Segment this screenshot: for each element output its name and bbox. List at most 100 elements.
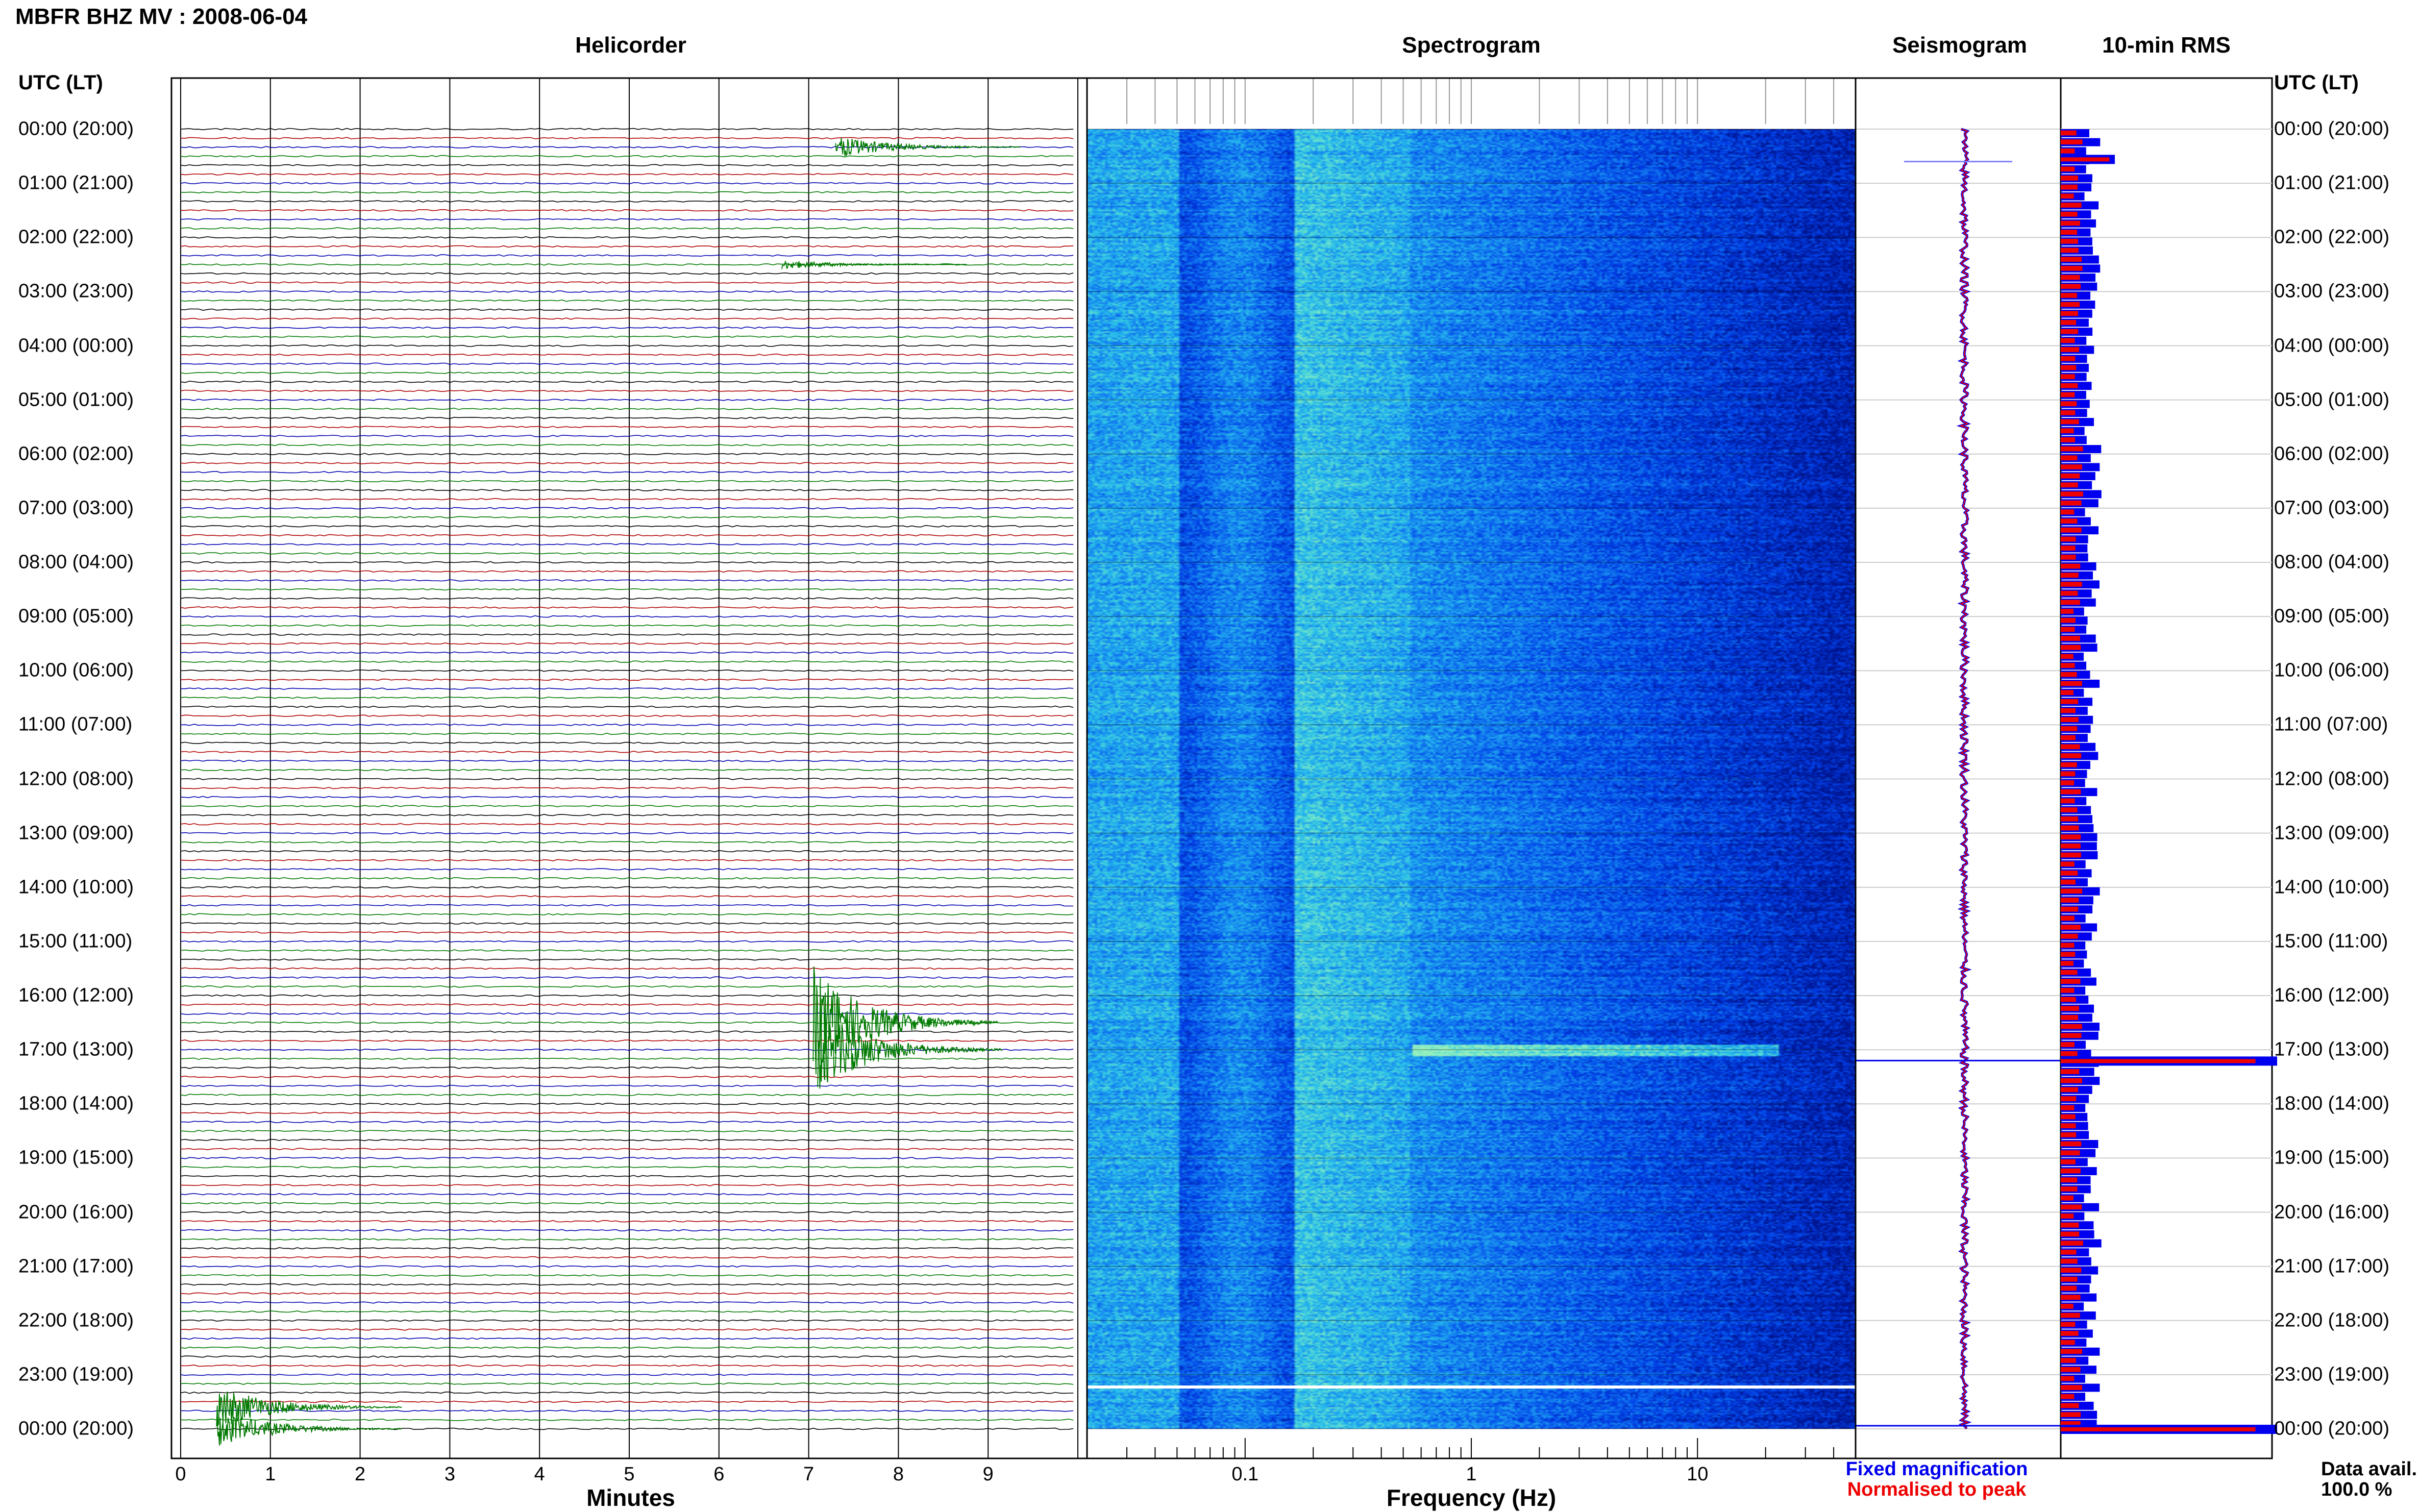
helicorder-trace-row — [180, 362, 1074, 365]
helicorder-trace-row — [180, 155, 1074, 158]
utc-label-left: UTC (LT) — [18, 71, 103, 94]
helicorder-trace-row — [180, 678, 1074, 681]
helicorder-trace-row — [180, 949, 1074, 952]
helicorder-trace-row — [180, 1283, 1074, 1286]
rms-bar-normalised — [2061, 1123, 2076, 1129]
helicorder-trace-row — [180, 290, 1074, 293]
helicorder-trace-row — [180, 1274, 1074, 1277]
rms-bar-normalised — [2061, 663, 2075, 668]
helicorder-trace-row — [180, 1057, 1074, 1060]
rms-bar-normalised — [2061, 527, 2082, 533]
helicorder-trace-row — [180, 516, 1074, 518]
helicorder-trace-row — [180, 994, 1074, 997]
rms-bar-normalised — [2061, 1096, 2077, 1101]
time-label-right: 20:00 (16:00) — [2274, 1201, 2390, 1223]
rms-bar-normalised — [2061, 1105, 2075, 1110]
helicorder-trace-row — [180, 317, 1074, 320]
helicorder-trace-row — [180, 705, 1074, 708]
helicorder-trace-row — [180, 570, 1074, 573]
helicorder-trace-row — [180, 1265, 1074, 1268]
helicorder-trace-row — [180, 443, 1074, 447]
helicorder-trace-row — [180, 380, 1074, 383]
time-label-left: 08:00 (04:00) — [18, 551, 134, 573]
helicorder-trace-row — [180, 967, 1074, 970]
helicorder-trace-row — [180, 426, 1074, 429]
rms-bar-normalised — [2061, 888, 2083, 894]
helicorder-trace-row — [180, 389, 1074, 392]
minutes-tick-label: 1 — [265, 1464, 276, 1485]
time-label-right: 12:00 (08:00) — [2274, 768, 2390, 789]
rms-bar-normalised — [2061, 861, 2075, 867]
rms-bar-normalised — [2061, 943, 2075, 948]
rms-bar-normalised — [2061, 672, 2077, 677]
rms-bar-normalised — [2061, 952, 2076, 957]
rms-bar-normalised — [2061, 600, 2080, 605]
rms-bar-normalised — [2061, 1349, 2082, 1354]
rms-bar-normalised — [2061, 383, 2078, 388]
helicorder-trace-row — [180, 696, 1074, 699]
rms-bar-normalised — [2061, 203, 2082, 208]
rms-bar-normalised — [2061, 1403, 2079, 1408]
helicorder-trace-row — [180, 786, 1074, 789]
helicorder-trace-row — [180, 525, 1074, 528]
helicorder-trace-row — [180, 1166, 1074, 1169]
rms-bar-normalised — [2061, 1159, 2076, 1164]
rms-bar-normalised — [2061, 609, 2074, 614]
helicorder-trace-row — [180, 462, 1074, 464]
rms-bar-normalised — [2061, 293, 2077, 298]
time-label-right: 14:00 (10:00) — [2274, 876, 2390, 898]
rms-bar-normalised — [2061, 753, 2082, 758]
minutes-tick-label: 5 — [624, 1464, 635, 1485]
helicorder-trace-row — [180, 1148, 1074, 1151]
rms-bar-normalised — [2061, 1340, 2075, 1345]
time-label-left: 13:00 (09:00) — [18, 822, 134, 844]
minutes-axis-title: Minutes — [586, 1484, 675, 1511]
rms-bar-normalised — [2061, 437, 2075, 442]
helicorder-event — [817, 1023, 1003, 1089]
helicorder-trace-row — [180, 741, 1074, 745]
time-label-right: 15:00 (11:00) — [2274, 930, 2388, 952]
rms-bar-normalised — [2061, 464, 2082, 469]
rms-bar-normalised — [2061, 238, 2079, 244]
rms-bar-normalised — [2061, 816, 2079, 822]
rms-bar-normalised — [2061, 1015, 2079, 1020]
helicorder-trace-row — [180, 1111, 1074, 1114]
rms-bar-normalised — [2061, 284, 2081, 289]
rms-bar-normalised — [2061, 211, 2078, 217]
helicorder-trace-row — [180, 813, 1074, 816]
helicorder-trace-row — [180, 191, 1074, 194]
helicorder-trace-row — [180, 1211, 1074, 1213]
helicorder-trace-row — [180, 498, 1074, 501]
time-label-left: 07:00 (03:00) — [18, 497, 134, 519]
rms-bar-normalised — [2061, 871, 2078, 876]
helicorder-trace-row — [180, 335, 1074, 338]
helicorder-trace-row — [180, 724, 1074, 726]
helicorder-trace-row — [180, 1184, 1074, 1186]
time-label-left: 05:00 (01:00) — [18, 389, 134, 411]
helicorder-gridlines — [180, 78, 1078, 1458]
time-label-right: 00:00 (20:00) — [2274, 118, 2390, 140]
time-label-right: 22:00 (18:00) — [2274, 1309, 2390, 1331]
helicorder-trace-row — [180, 1193, 1074, 1196]
rms-bar-normalised — [2061, 419, 2079, 425]
helicorder-title: Helicorder — [575, 33, 686, 58]
rms-bar-normalised — [2061, 744, 2080, 750]
helicorder-trace-row — [180, 1121, 1074, 1123]
helicorder-trace-row — [180, 606, 1074, 609]
rms-bar-normalised — [2061, 879, 2076, 885]
rms-bar-normalised — [2061, 780, 2075, 785]
time-label-left: 00:00 (20:00) — [18, 118, 134, 140]
helicorder-trace-row — [180, 877, 1074, 880]
frequency-axis-title: Frequency (Hz) — [1386, 1484, 1557, 1511]
helicorder-trace-row — [180, 137, 1074, 139]
time-label-right: 13:00 (09:00) — [2274, 822, 2390, 844]
rms-bar-normalised — [2061, 1412, 2081, 1418]
rms-bar-normalised — [2061, 1132, 2077, 1137]
rms-bar-normalised — [2061, 1033, 2082, 1038]
minutes-tick-label: 6 — [713, 1464, 725, 1485]
time-label-left: 10:00 (06:00) — [18, 659, 134, 681]
rms-title: 10-min RMS — [2102, 33, 2231, 58]
helicorder-trace-row — [180, 561, 1074, 564]
time-label-right: 23:00 (19:00) — [2274, 1364, 2390, 1385]
rms-bar-normalised — [2061, 166, 2075, 172]
